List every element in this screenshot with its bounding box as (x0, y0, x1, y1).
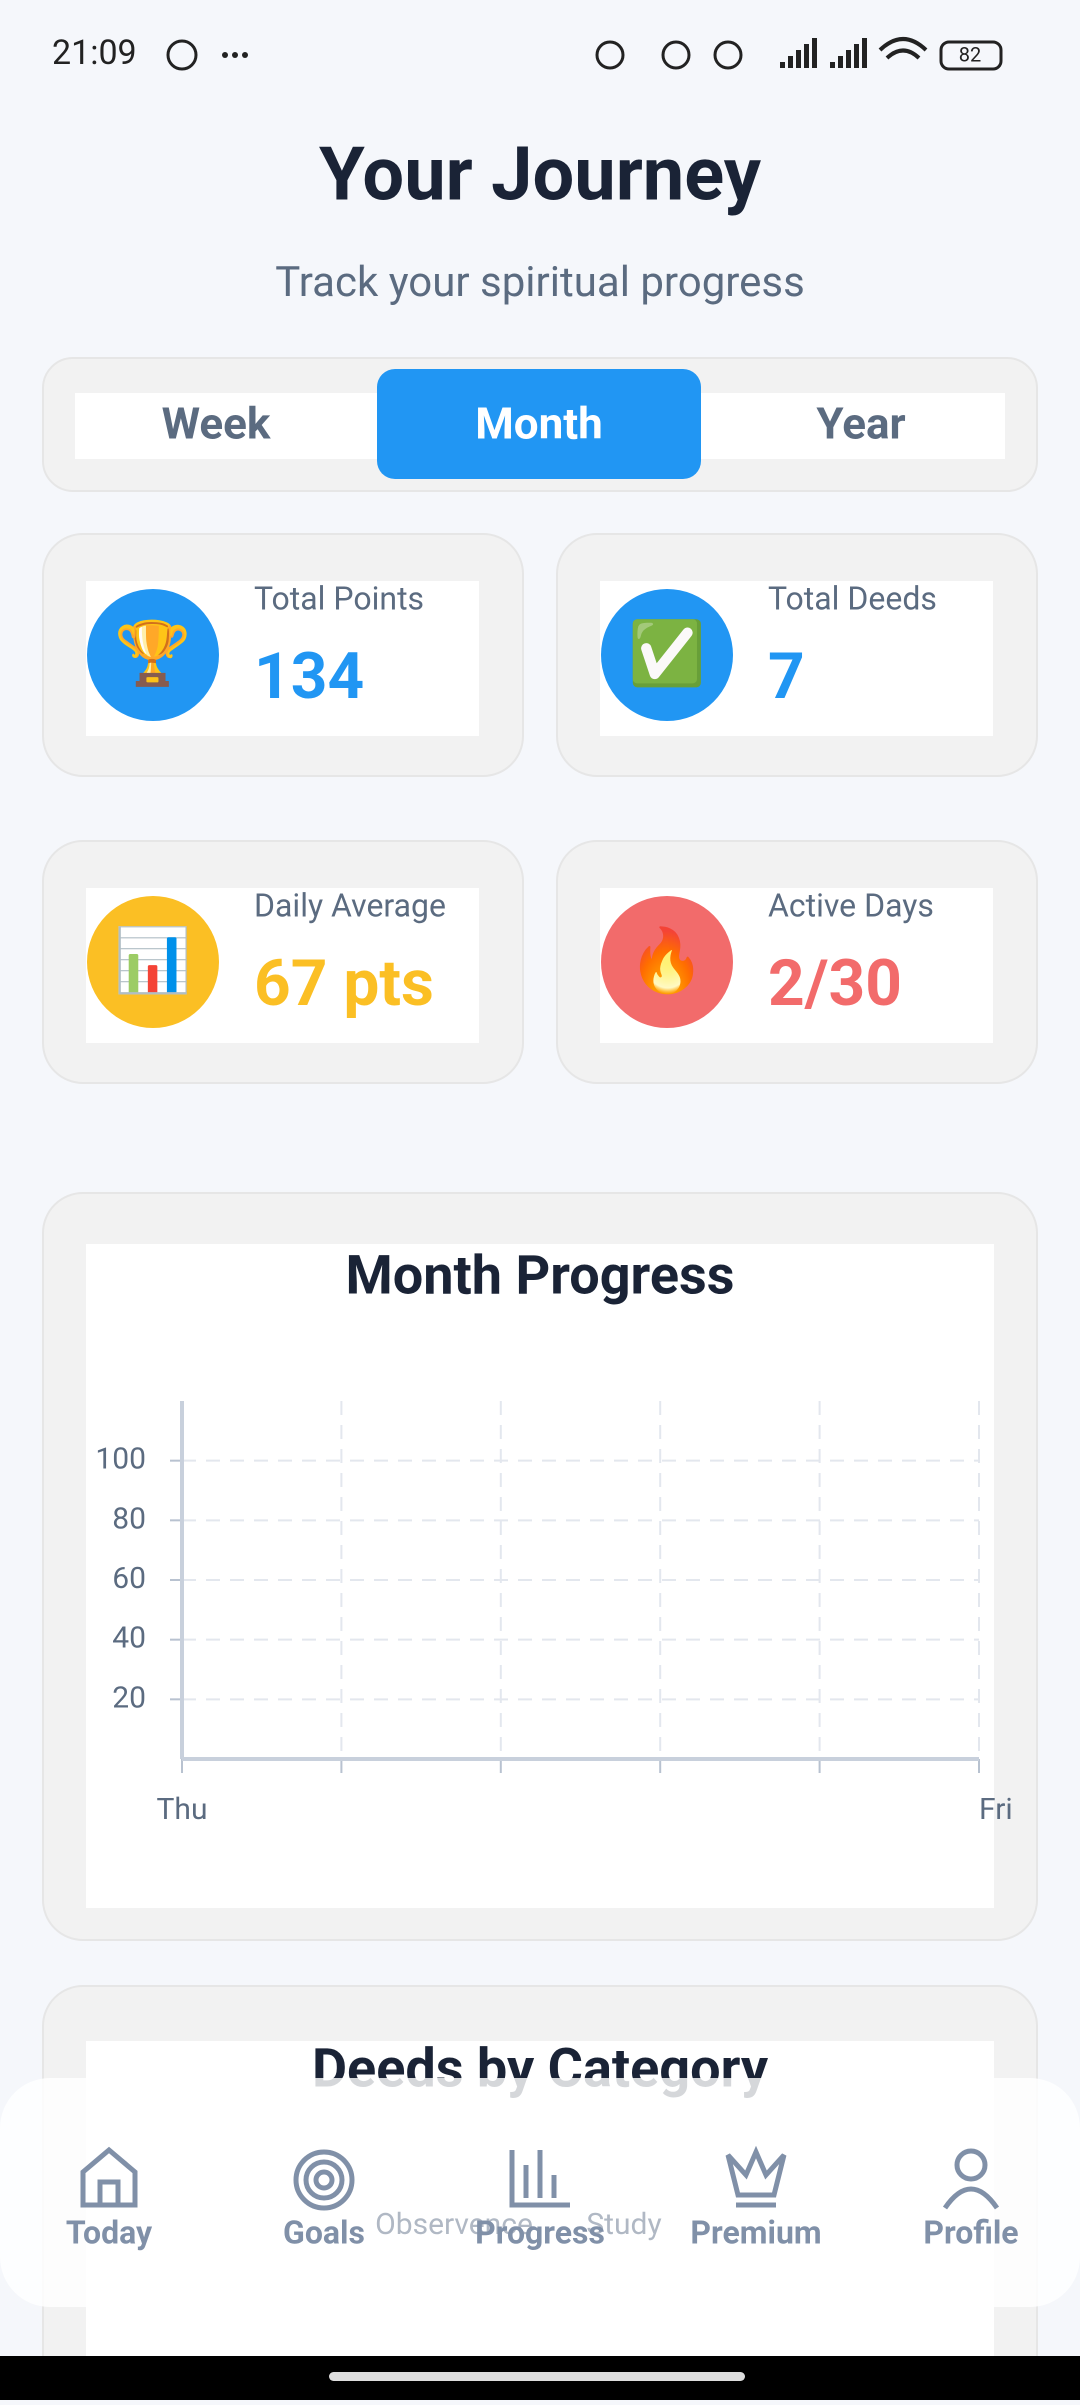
status-time: 21:09 (52, 33, 137, 73)
chart-title: Month Progress (346, 1244, 735, 1307)
more-dot (222, 52, 228, 58)
nav-label[interactable]: Premium (690, 2213, 821, 2251)
signal-bar (862, 38, 867, 68)
signal-bar (804, 44, 809, 68)
stat-icon-bg (601, 896, 733, 1028)
nav-icon (80, 2146, 138, 2208)
nav-label[interactable]: Profile (923, 2213, 1018, 2251)
nav-label[interactable]: Progress (475, 2213, 605, 2251)
nav-icon (509, 2150, 570, 2208)
stat-label: Daily Average (254, 886, 446, 924)
x-tick-label: Thu (157, 1792, 208, 1827)
stat-icon: ✅ (628, 617, 705, 690)
bluetooth-icon (595, 40, 625, 70)
nav-label[interactable]: Goals (283, 2213, 365, 2251)
signal-bar (838, 56, 843, 68)
nav-icon (303, 2159, 345, 2201)
more-dot (242, 52, 248, 58)
signal-bar (846, 50, 851, 68)
nav-icon (942, 2186, 1000, 2210)
tab-active (377, 369, 701, 479)
signal-bar (812, 38, 817, 68)
stat-icon-bg (87, 896, 219, 1028)
whatsapp-icon (166, 39, 198, 71)
nav-icon (313, 2169, 335, 2191)
tab[interactable]: Month (475, 398, 603, 450)
title: Your Journey (319, 132, 762, 219)
x-tick-label: Fri (979, 1792, 1013, 1827)
tab[interactable]: Week (162, 398, 271, 450)
signal-bar (780, 62, 785, 68)
signal-bar (788, 56, 793, 68)
legend-label: Study (586, 2207, 661, 2242)
wifi-icon (878, 37, 928, 60)
stat-icon: 🔥 (628, 924, 705, 997)
y-tick-label: 80 (112, 1501, 146, 1536)
nav-label[interactable]: Today (66, 2213, 153, 2251)
y-tick-label: 100 (95, 1442, 146, 1477)
stat-label: Total Deeds (768, 579, 937, 617)
y-tick-label: 20 (112, 1680, 146, 1715)
y-tick-label: 40 (112, 1621, 146, 1656)
stat-icon-bg (601, 589, 733, 721)
nav-icon (293, 2149, 355, 2211)
nav-icon (725, 2145, 787, 2208)
signal-bar (796, 50, 801, 68)
tab[interactable]: Year (816, 398, 905, 450)
signal-bar (830, 62, 835, 68)
subtitle: Track your spiritual progress (275, 258, 805, 307)
battery (939, 40, 1003, 71)
stat-icon: 🏆 (114, 617, 191, 690)
bell-icon (713, 40, 743, 70)
stat-icon-bg (87, 589, 219, 721)
stat-label: Total Points (254, 579, 424, 617)
stat-value: 7 (768, 639, 805, 714)
chart-inner (86, 1244, 994, 1908)
stat-icon: 📊 (114, 924, 191, 997)
stat-value: 2/30 (768, 946, 902, 1021)
home-indicator (329, 2372, 745, 2381)
nav-icon (954, 2148, 988, 2182)
signal-bar (854, 44, 859, 68)
stat-value: 134 (254, 639, 364, 714)
more-dot (232, 52, 238, 58)
y-tick-label: 60 (112, 1561, 146, 1596)
stat-value: 67 pts (254, 946, 434, 1021)
battery-level: 82 (959, 42, 981, 66)
dnd-icon (661, 40, 691, 70)
legend-label: Observence (375, 2207, 533, 2242)
stat-label: Active Days (768, 886, 934, 924)
